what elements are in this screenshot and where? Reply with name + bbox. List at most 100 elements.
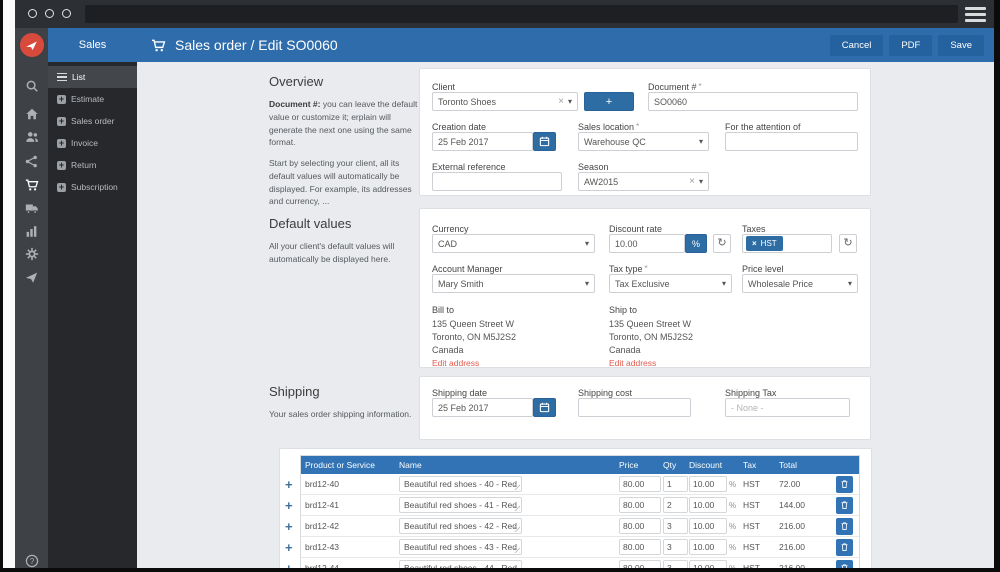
product-name-input[interactable]: Beautiful red shoes - 43 - Red — [399, 539, 522, 555]
overview-card: Client Toronto Shoes × ▾ + Document #* C… — [419, 68, 871, 196]
delete-row-button[interactable] — [836, 559, 853, 568]
percent-button[interactable]: % — [685, 234, 707, 253]
window-close-button[interactable] — [28, 9, 37, 18]
product-name-input[interactable]: Beautiful red shoes - 40 - Red — [399, 476, 522, 492]
calendar-button[interactable] — [533, 132, 556, 151]
product-name-input[interactable]: Beautiful red shoes - 41 - Red — [399, 497, 522, 513]
sidebar-item-list[interactable]: List — [48, 66, 137, 88]
window-maximize-button[interactable] — [62, 9, 71, 18]
tax-tag[interactable]: × HST — [746, 236, 783, 251]
help-icon[interactable]: ? — [15, 552, 48, 570]
users-icon[interactable] — [15, 128, 48, 146]
price-input[interactable] — [619, 539, 661, 555]
trash-icon — [841, 480, 848, 488]
discount-input[interactable] — [689, 539, 727, 555]
sidebar-item-estimate[interactable]: + Estimate — [57, 93, 105, 104]
row-total: 216.00 — [779, 542, 805, 552]
cart-icon-sales[interactable] — [15, 176, 48, 194]
sales-location-select[interactable]: Warehouse QC ▾ — [578, 132, 709, 151]
tax-select[interactable]: HST — [743, 563, 760, 568]
add-row-icon[interactable]: + — [285, 477, 293, 492]
sidebar-item-return[interactable]: + Return — [57, 159, 97, 170]
product-name-input[interactable]: Beautiful red shoes - 42 - Red — [399, 518, 522, 534]
shipping-tax-input[interactable] — [725, 398, 850, 417]
add-row-icon[interactable]: + — [285, 562, 297, 568]
qty-input[interactable] — [663, 518, 688, 534]
cancel-button[interactable]: Cancel — [829, 35, 884, 56]
gear-icon[interactable] — [15, 245, 48, 263]
add-client-button[interactable]: + — [584, 92, 634, 111]
delete-row-button[interactable] — [836, 517, 853, 535]
add-row-icon[interactable]: + — [285, 540, 293, 555]
price-input[interactable] — [619, 476, 661, 492]
price-input[interactable] — [619, 518, 661, 534]
shipping-cost-label: Shipping cost — [578, 388, 633, 398]
edit-bill-address-link[interactable]: Edit address — [432, 358, 480, 368]
qty-input[interactable] — [663, 497, 688, 513]
add-row-icon[interactable]: + — [285, 519, 293, 534]
discount-rate-input[interactable] — [609, 234, 685, 253]
tax-select[interactable]: HST — [743, 479, 760, 489]
active-module-label[interactable]: Sales — [78, 39, 107, 51]
price-level-select[interactable]: Wholesale Price ▾ — [742, 274, 858, 293]
delete-row-button[interactable] — [836, 496, 853, 514]
attention-input[interactable] — [725, 132, 858, 151]
discount-input[interactable] — [689, 476, 727, 492]
row-total: 144.00 — [779, 500, 805, 510]
window-minimize-button[interactable] — [45, 9, 54, 18]
calendar-button[interactable] — [533, 398, 556, 417]
qty-input[interactable] — [663, 476, 688, 492]
truck-icon[interactable] — [15, 199, 48, 217]
tax-type-select[interactable]: Tax Exclusive ▾ — [609, 274, 732, 293]
chart-icon[interactable] — [15, 222, 48, 240]
search-icon[interactable] — [15, 77, 48, 95]
shipping-cost-input[interactable] — [578, 398, 691, 417]
table-row: brd12-43 Beautiful red shoes - 43 - Red … — [301, 537, 859, 558]
client-select[interactable]: Toronto Shoes × ▾ — [432, 92, 578, 111]
send-icon[interactable] — [15, 268, 48, 286]
browser-menu-icon[interactable] — [965, 7, 986, 22]
discount-input[interactable] — [689, 560, 727, 568]
qty-input[interactable] — [663, 560, 688, 568]
delete-row-button[interactable] — [836, 475, 853, 493]
refresh-taxes-button[interactable]: ↻ — [839, 234, 857, 253]
sidebar-item-sales-order[interactable]: + Sales order — [57, 115, 115, 126]
refresh-discount-button[interactable]: ↻ — [713, 234, 731, 253]
season-select[interactable]: AW2015 × ▾ — [578, 172, 709, 191]
document-number-input[interactable] — [648, 92, 858, 111]
logo-cell — [15, 28, 48, 62]
add-row-icon[interactable]: + — [285, 498, 293, 513]
delete-row-button[interactable] — [836, 538, 853, 556]
address-bar[interactable] — [85, 5, 958, 23]
product-name-input[interactable]: Beautiful red shoes - 44 - Red — [399, 560, 522, 568]
share-icon[interactable] — [15, 152, 48, 170]
shipping-section-text: Shipping Your sales order shipping infor… — [269, 384, 421, 429]
external-reference-input[interactable] — [432, 172, 562, 191]
qty-input[interactable] — [663, 539, 688, 555]
currency-select[interactable]: CAD ▾ — [432, 234, 595, 253]
sidebar-item-subscription[interactable]: + Subscription — [57, 181, 118, 192]
tax-select[interactable]: HST — [743, 521, 760, 531]
erplain-logo[interactable] — [19, 33, 44, 57]
plus-square-icon: + — [57, 181, 66, 192]
discount-input[interactable] — [689, 518, 727, 534]
discount-input[interactable] — [689, 497, 727, 513]
taxes-field[interactable]: × HST — [742, 234, 832, 253]
remove-tag-icon[interactable]: × — [752, 239, 757, 248]
pdf-button[interactable]: PDF — [889, 35, 933, 56]
clear-icon[interactable]: × — [689, 176, 695, 187]
save-button[interactable]: Save — [938, 35, 984, 56]
price-input[interactable] — [619, 560, 661, 568]
price-input[interactable] — [619, 497, 661, 513]
home-icon[interactable] — [15, 105, 48, 123]
clear-icon[interactable]: × — [558, 96, 564, 107]
sidebar-item-invoice[interactable]: + Invoice — [57, 137, 98, 148]
tax-select[interactable]: HST — [743, 500, 760, 510]
tax-select[interactable]: HST — [743, 542, 760, 552]
account-manager-select[interactable]: Mary Smith ▾ — [432, 274, 595, 293]
shipping-date-input[interactable]: 25 Feb 2017 — [432, 398, 533, 417]
client-label: Client — [432, 82, 456, 92]
edit-ship-address-link[interactable]: Edit address — [609, 358, 657, 368]
creation-date-input[interactable]: 25 Feb 2017 — [432, 132, 533, 151]
page-title: Sales order / Edit SO0060 — [151, 28, 338, 62]
